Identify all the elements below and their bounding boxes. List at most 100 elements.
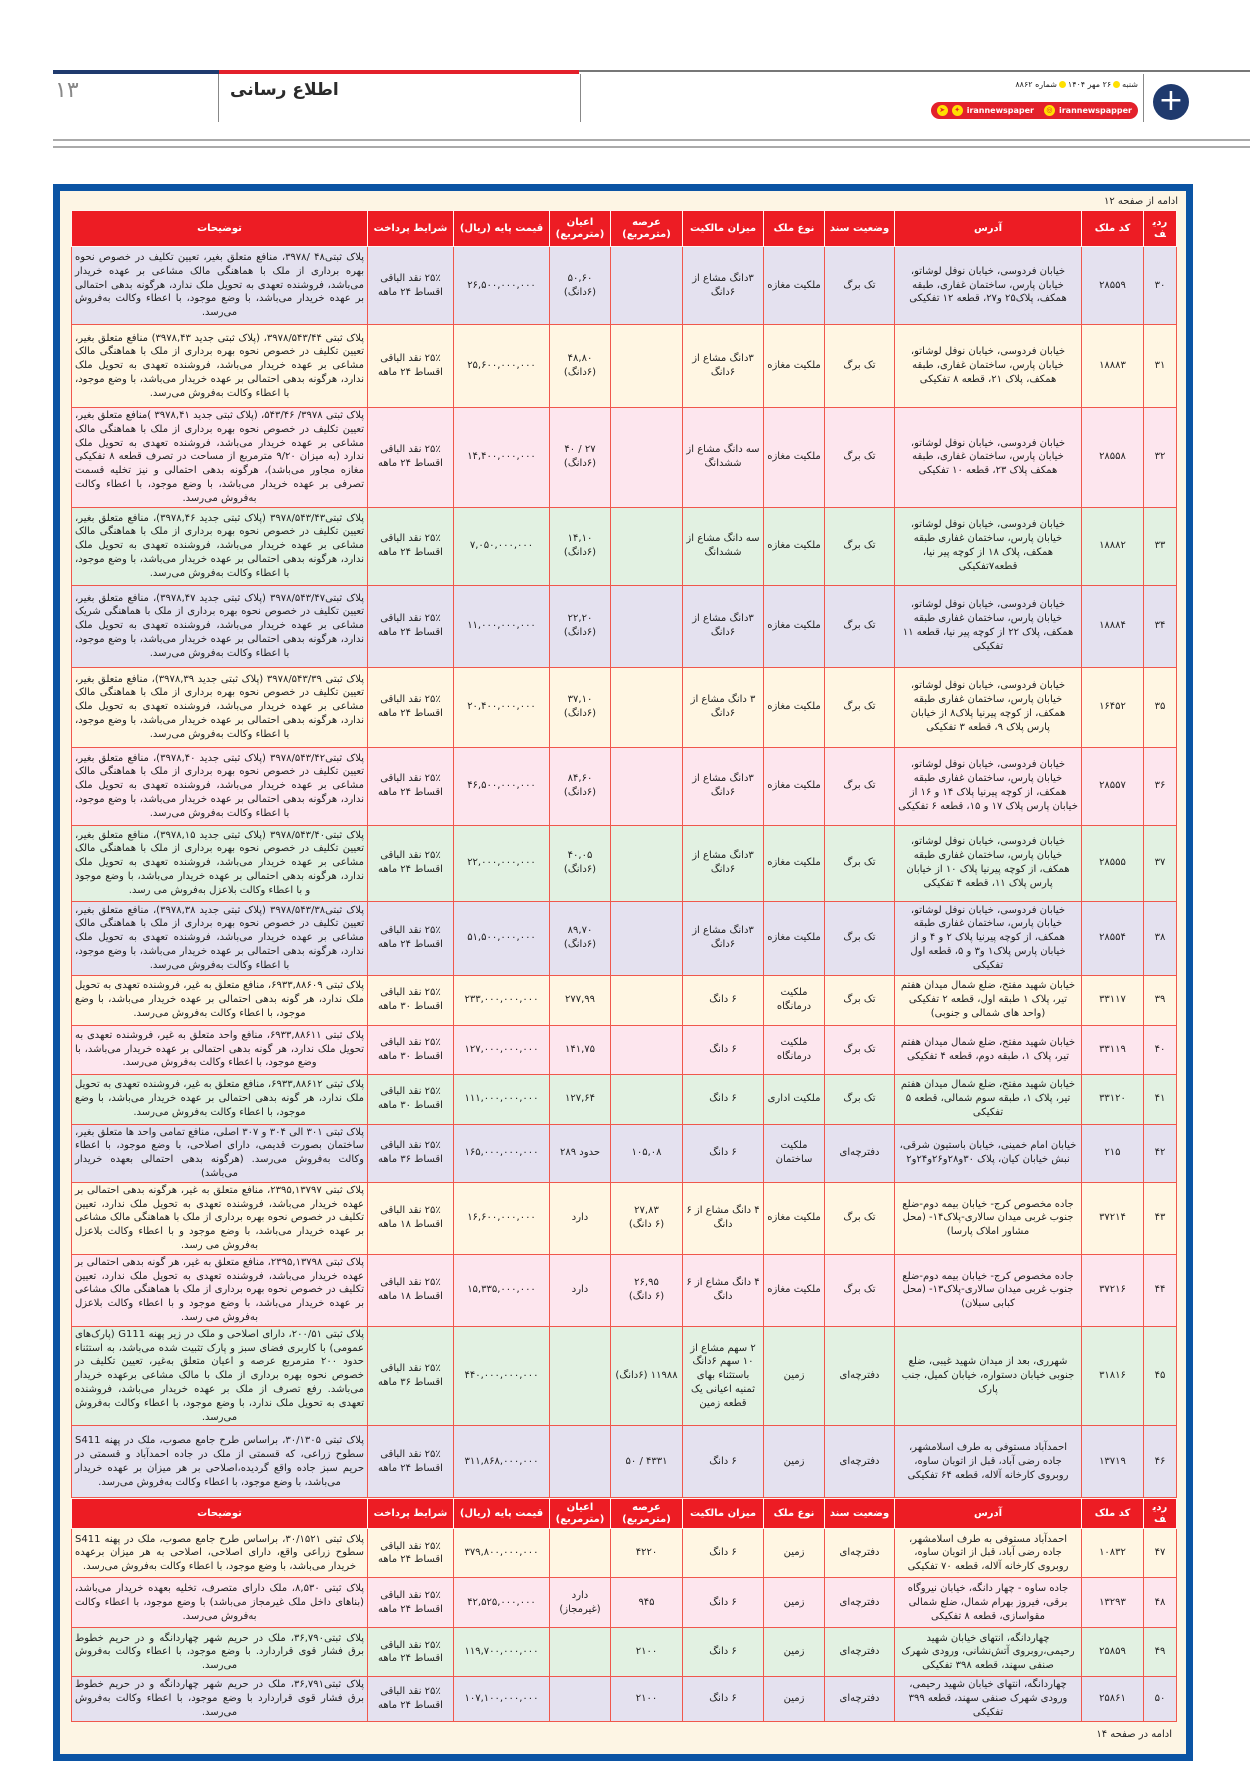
cell-arseh: ۲۱۰۰ — [610, 1676, 683, 1722]
cell-code: ۲۱۵ — [1081, 1123, 1144, 1183]
cell-aayan: دارد — [549, 1181, 611, 1255]
cell-address: جاده مخصوص کرج- خیابان بیمه دوم-ضلع جنوب… — [894, 1253, 1082, 1327]
cell-aayan — [549, 1627, 611, 1678]
cell-code: ۱۸۸۸۴ — [1081, 584, 1144, 668]
cell-code: ۲۸۵۵۴ — [1081, 900, 1144, 976]
cell-row: ۴۲ — [1143, 1123, 1177, 1183]
cell-aayan — [549, 1528, 611, 1579]
plus-logo-icon: + — [1153, 84, 1189, 120]
cell-price: ۱۵,۳۳۵,۰۰۰,۰۰۰ — [453, 1253, 550, 1327]
cell-address: شهرری، بعد از میدان شهید غیبی، ضلع جنوبی… — [894, 1325, 1082, 1427]
social-handle[interactable]: irannewspapper — [1058, 106, 1132, 115]
column-header-share: میزان مالکیت — [682, 210, 764, 247]
cell-deed: تک برگ — [824, 1073, 895, 1125]
table-row: ۳۷ ۲۸۵۵۵ خیابان فردوسی، خیابان نوفل لوشاتو… — [71, 824, 1177, 902]
cell-payment: ۲۵٪ نقد الباقی اقساط ۳۶ ماهه — [367, 1123, 454, 1183]
cell-code: ۱۶۴۵۲ — [1081, 666, 1144, 748]
column-header-deed: وضعیت سند — [824, 210, 895, 247]
cell-row: ۴۰ — [1143, 1024, 1177, 1075]
cell-desc: پلاک ثبتی ۲۰۰/۵۱، دارای اصلاحی و ملک در … — [71, 1325, 368, 1427]
cell-payment: ۲۵٪ نقد الباقی اقساط ۲۴ ماهه — [367, 1676, 454, 1722]
cell-type: ملکیت ساختمان — [763, 1123, 825, 1183]
cell-code: ۱۸۸۸۲ — [1081, 506, 1144, 586]
cell-type: زمین — [763, 1325, 825, 1427]
cell-code: ۲۵۸۶۱ — [1081, 1676, 1144, 1722]
table-row: ۳۰ ۲۸۵۵۹ خیابان فردوسی، خیابان نوفل لوشاتو… — [71, 246, 1177, 325]
column-header-desc: توضیحات — [71, 1498, 368, 1530]
cell-desc: پلاک ثبتی۳۶,۷۹۱، ملک در حریم شهر چهاردان… — [71, 1676, 368, 1722]
cell-row: ۳۱ — [1143, 324, 1177, 408]
cell-type: ملکیت مغازه — [763, 746, 825, 826]
column-header-deed: وضعیت سند — [824, 1498, 895, 1530]
cell-aayan: ۸۴,۶۰ (۶دانگ) — [549, 746, 611, 826]
cell-type: ملکیت مغازه — [763, 824, 825, 902]
cell-deed: تک برگ — [824, 974, 895, 1026]
cell-price: ۱۶۵,۰۰۰,۰۰۰,۰۰۰ — [453, 1123, 550, 1183]
cell-aayan: ۵۰,۶۰ (۶دانگ) — [549, 246, 611, 325]
cell-row: ۴۵ — [1143, 1325, 1177, 1427]
cell-code: ۲۸۵۵۹ — [1081, 246, 1144, 325]
cell-address: خیابان فردوسی، خیابان نوفل لوشاتو، خیابا… — [894, 246, 1082, 325]
cell-row: ۳۵ — [1143, 666, 1177, 748]
cell-payment: ۲۵٪ نقد الباقی اقساط ۲۴ ماهه — [367, 1627, 454, 1678]
cell-share: سه دانگ مشاع از ششدانگ — [682, 506, 764, 586]
social-handle[interactable]: irannewspaper — [966, 106, 1034, 115]
cell-arseh: ۲۷,۸۳ (۶ دانگ) — [610, 1181, 683, 1255]
cell-payment: ۲۵٪ نقد الباقی اقساط ۲۴ ماهه — [367, 746, 454, 826]
cell-desc: پلاک ثبتی ۳۰/۱۵۲۱، براساس طرح جامع مصوب،… — [71, 1528, 368, 1579]
cell-code: ۳۳۱۱۷ — [1081, 974, 1144, 1026]
cell-desc: پلاک ثبتی ۲۳۹۵,۱۳۷۹۷، منافع متعلق به غیر… — [71, 1181, 368, 1255]
table-row: ۳۶ ۲۸۵۵۷ خیابان فردوسی، خیابان نوفل لوشاتو… — [71, 746, 1177, 826]
section-title: اطلاع رسانی — [230, 80, 339, 100]
cell-code: ۳۳۱۱۹ — [1081, 1024, 1144, 1075]
cell-deed: تک برگ — [824, 824, 895, 902]
cell-code: ۳۱۸۱۶ — [1081, 1325, 1144, 1427]
cell-share: ۶ دانگ — [682, 974, 764, 1026]
telegram-icon: ➤ — [936, 105, 948, 116]
cell-deed: دفترچه‌ای — [824, 1577, 895, 1629]
cell-row: ۳۶ — [1143, 746, 1177, 826]
cell-arseh — [610, 746, 683, 826]
cell-share: ۶ دانگ — [682, 1676, 764, 1722]
cell-price: ۱۱۱,۰۰۰,۰۰۰,۰۰۰ — [453, 1073, 550, 1125]
cell-arseh — [610, 246, 683, 325]
cell-code: ۳۷۲۱۶ — [1081, 1253, 1144, 1327]
cell-payment: ۲۵٪ نقد الباقی اقساط ۲۴ ماهه — [367, 246, 454, 325]
cell-row: ۴۸ — [1143, 1577, 1177, 1629]
cell-share: ۲ سهم مشاع از ۱۰ سهم ۶دانگ باستثناء بهای… — [682, 1325, 764, 1427]
cell-desc: پلاک ثبتی ۳۹۷۸/۵۴۳/۴۴، (پلاک ثبتی جدید ۳… — [71, 324, 368, 408]
cell-address: خیابان فردوسی، خیابان نوفل لوشاتو، خیابا… — [894, 666, 1082, 748]
table-row: ۴۷ ۱۰۸۳۲ احمدآباد مستوفی به طرف اسلامشهر، … — [71, 1528, 1177, 1579]
cell-share: ۳دانگ مشاع از ۶دانگ — [682, 246, 764, 325]
table-row: ۴۶ ۱۳۷۱۹ احمدآباد مستوفی به طرف اسلامشهر، … — [71, 1425, 1177, 1499]
cell-desc: پلاک ثبتی۳۹۷۸/۵۴۳/۴۲ (پلاک ثبتی جدید ۳۹۷… — [71, 746, 368, 826]
cell-arseh — [610, 666, 683, 748]
cell-share: ۳دانگ مشاع از ۶دانگ — [682, 584, 764, 668]
cell-aayan — [549, 1676, 611, 1722]
cell-type: زمین — [763, 1425, 825, 1499]
cell-payment: ۲۵٪ نقد الباقی اقساط ۳۰ ماهه — [367, 1073, 454, 1125]
cell-arseh — [610, 407, 683, 508]
cell-aayan: دارد — [549, 1253, 611, 1327]
table-row: ۴۲ ۲۱۵ خیابان امام خمینی، خیابان باستیون ش… — [71, 1123, 1177, 1183]
cell-deed: دفترچه‌ای — [824, 1325, 895, 1427]
cell-share: ۶ دانگ — [682, 1425, 764, 1499]
cell-code: ۲۵۸۵۹ — [1081, 1627, 1144, 1678]
cell-desc: پلاک ثبتی ۳۹۷۸/۵۴۳/۳۹ (پلاک ثبتی جدید ۳۹… — [71, 666, 368, 748]
cell-payment: ۲۵٪ نقد الباقی اقساط ۲۴ ماهه — [367, 824, 454, 902]
column-header-address: آدرس — [894, 210, 1082, 247]
issue-number: شماره ۸۸۶۲ — [1015, 80, 1057, 89]
cell-arseh — [610, 974, 683, 1026]
cell-aayan: ۲۷ / ۴۰ (۶دانگ) — [549, 407, 611, 508]
property-table-continued: ردیف کد ملک آدرس وضعیت سند نوع ملک میزان مالک… — [71, 1498, 1177, 1722]
cell-price: ۵۱,۵۰۰,۰۰۰,۰۰۰ — [453, 900, 550, 976]
cell-row: ۳۸ — [1143, 900, 1177, 976]
cell-price: ۱۴,۴۰۰,۰۰۰,۰۰۰ — [453, 407, 550, 508]
cell-share: ۳ دانگ مشاع از ۶دانگ — [682, 666, 764, 748]
top-rule-blue — [53, 70, 219, 74]
cell-type: ملکیت مغازه — [763, 506, 825, 586]
cell-payment: ۲۵٪ نقد الباقی اقساط ۲۴ ماهه — [367, 900, 454, 976]
column-header-code: کد ملک — [1081, 210, 1144, 247]
cell-row: ۳۷ — [1143, 824, 1177, 902]
divider — [1143, 74, 1144, 122]
